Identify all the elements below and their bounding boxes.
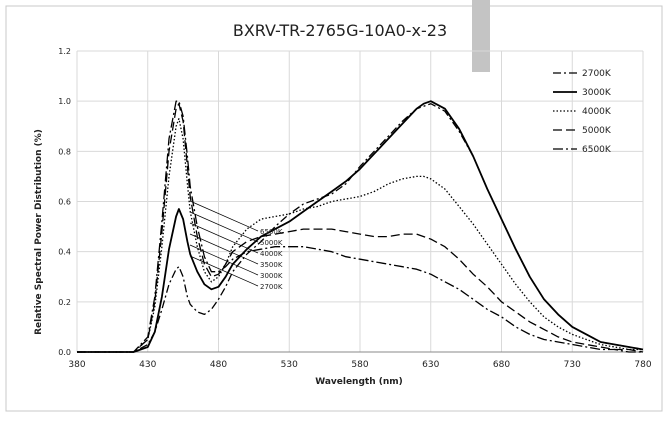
annotation-line — [189, 200, 259, 232]
annotation-layer: 6500K 5000K 4000K 3500K 3000K 2700K — [189, 200, 283, 291]
x-tick-label: 630 — [422, 360, 439, 370]
annotation-label: 3500K — [260, 261, 283, 269]
legend-label-3000k: 3000K — [582, 88, 612, 98]
y-tick-label: 0.8 — [58, 147, 71, 156]
series-line-3000k — [77, 100, 644, 353]
x-axis-label: Wavelength (nm) — [315, 377, 403, 387]
x-tick-label: 730 — [564, 360, 581, 370]
x-tick-label: 530 — [281, 360, 298, 370]
annotation-line — [189, 211, 259, 243]
x-tick-label: 580 — [351, 360, 368, 370]
y-tick-label: 0.4 — [58, 248, 71, 257]
y-tick-label: 0.2 — [58, 298, 71, 307]
annotation-line — [189, 255, 259, 287]
annotation-label: 2700K — [260, 283, 283, 291]
series-layer — [77, 100, 644, 353]
x-tick-label: 780 — [634, 360, 651, 370]
annotation-label: 4000K — [260, 250, 283, 258]
y-tick-label: 1.2 — [58, 47, 71, 56]
legend-label-6500k: 6500K — [582, 145, 612, 155]
annotation-label: 5000K — [260, 239, 283, 247]
legend-label-2700k: 2700K — [582, 69, 612, 79]
y-axis-label: Relative Spectral Power Distribution (%) — [34, 129, 44, 335]
legend-label-5000k: 5000K — [582, 126, 612, 136]
annotation-label: 3000K — [260, 272, 283, 280]
annotation-line — [189, 222, 259, 254]
x-tick-label: 480 — [210, 360, 227, 370]
series-line-5000k — [77, 103, 644, 353]
y-tick-label: 0.0 — [58, 348, 71, 357]
x-tick-label: 430 — [139, 360, 156, 370]
axis-layer: 0.0 0.2 0.4 0.6 0.8 1.0 1.2 380 430 480 530 580 630 6… — [58, 47, 652, 370]
x-tick-label: 380 — [68, 360, 85, 370]
corner-gray-marker — [472, 0, 490, 72]
annotation-line — [189, 244, 259, 276]
annotation-line — [189, 233, 259, 265]
legend-label-4000k: 4000K — [582, 107, 612, 117]
annotation-label: 6500K — [260, 228, 283, 236]
chart-frame — [5, 5, 663, 412]
y-tick-label: 1.0 — [58, 97, 71, 106]
series-line-6500k — [77, 100, 643, 353]
legend: 2700K 3000K 4000K 5000K 6500K — [553, 69, 612, 155]
y-tick-label: 0.6 — [58, 198, 71, 207]
chart-title: BXRV-TR-2765G-10A0-x-23 — [233, 21, 447, 40]
x-tick-label: 680 — [493, 360, 510, 370]
